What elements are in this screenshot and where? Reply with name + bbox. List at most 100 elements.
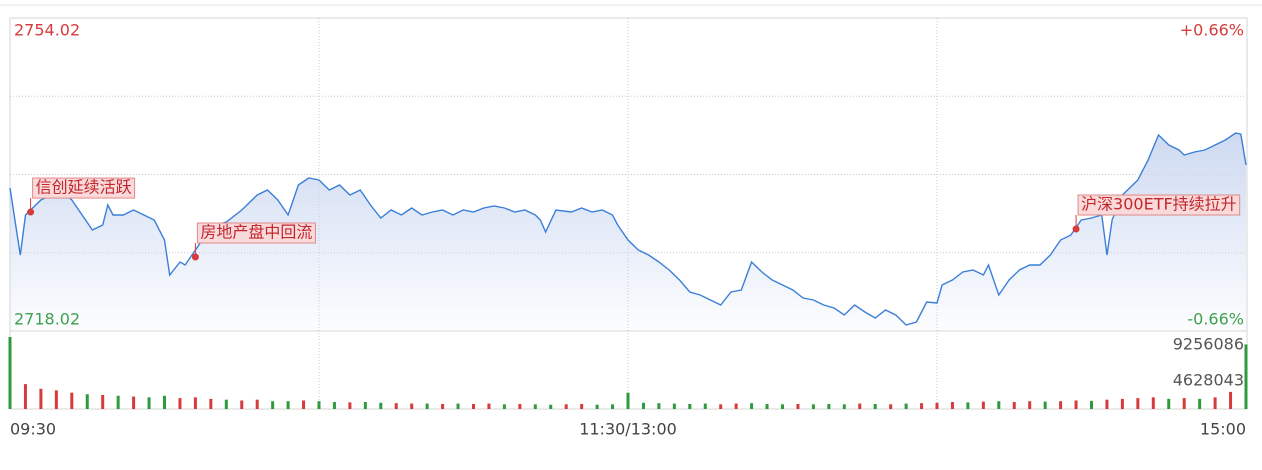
volume-bar (703, 403, 707, 409)
volume-bar (1151, 397, 1155, 409)
volume-bar (116, 395, 120, 409)
volume-bar (842, 404, 846, 409)
volume-bar (224, 399, 228, 409)
volume-bar (935, 402, 939, 409)
volume-bar (611, 404, 615, 409)
annotation-box (196, 222, 316, 244)
annotation-box (32, 177, 136, 199)
annotation-box (1077, 194, 1241, 216)
volume-bar (1213, 397, 1217, 409)
volume-bar (410, 403, 414, 409)
volume-bar (1043, 401, 1047, 409)
volume-bar (827, 403, 831, 409)
volume-bar (641, 402, 645, 409)
volume-bar (379, 402, 383, 409)
y-tick-label: 2754.02 (14, 21, 80, 40)
volume-bar (904, 403, 908, 409)
volume-bar (811, 404, 815, 409)
volume-tick-label: 4628043 (1173, 371, 1244, 390)
volume-bar (1090, 400, 1093, 409)
volume-bar (672, 403, 676, 409)
volume-bar (394, 403, 398, 409)
volume-bar (580, 403, 584, 409)
volume-bar (456, 403, 460, 409)
y2-tick-label: +0.66% (1180, 21, 1244, 40)
volume-bar (549, 404, 553, 409)
volume-bar (1167, 398, 1171, 409)
volume-bar (796, 403, 800, 409)
volume-bar (1105, 399, 1109, 409)
volume-bar (363, 401, 367, 409)
annotation: 信创延续活跃 (27, 177, 136, 216)
volume-bar (950, 401, 954, 409)
volume-bar (193, 397, 197, 409)
volume-bar (1074, 400, 1078, 409)
annotation-text: 房地产盘中回流 (200, 223, 312, 242)
volume-bar (132, 396, 136, 409)
volume-bar (70, 392, 74, 409)
volume-bar (271, 401, 275, 409)
volume-bar (1182, 398, 1186, 409)
volume-bar (39, 388, 43, 409)
volume-bar (286, 401, 290, 409)
volume-bar (966, 402, 970, 409)
volume-bar (1028, 401, 1032, 409)
volume-bar (719, 404, 723, 409)
volume-bar (564, 404, 568, 409)
volume-bar (889, 404, 893, 409)
volume-bar (1244, 344, 1248, 409)
volume-bar (533, 404, 537, 409)
volume-bar (1059, 401, 1063, 409)
volume-bar (302, 400, 306, 409)
volume-bar (147, 397, 151, 409)
volume-bar (1198, 398, 1202, 409)
volume-bar (163, 395, 166, 409)
volume-bar (997, 401, 1001, 409)
volume-bar (518, 403, 522, 409)
volume-bar (502, 404, 506, 409)
volume-bar (981, 401, 985, 409)
volume-bar (85, 394, 89, 409)
volume-bar (332, 401, 336, 409)
volume-bar (1229, 391, 1233, 409)
volume-bar (1120, 398, 1124, 409)
volume-bar (209, 398, 213, 409)
volume-bar (626, 392, 630, 409)
volume-bar (255, 399, 259, 409)
volume-bar (317, 401, 321, 409)
volume-bar (1012, 401, 1016, 409)
volume-tick-label: 9256086 (1173, 335, 1244, 354)
volume-bar (240, 400, 244, 409)
volume-bar (54, 390, 58, 409)
volume-bar (8, 337, 12, 409)
volume-bar (873, 403, 877, 409)
annotation-dot (27, 208, 35, 216)
volume-bar (920, 403, 924, 409)
volume-bar (425, 403, 429, 409)
x-tick-label: 09:30 (10, 420, 56, 439)
volume-bar (23, 384, 27, 409)
price-area (10, 133, 1246, 331)
x-tick-label: 11:30/13:00 (579, 420, 677, 439)
volume-bar (487, 403, 491, 409)
volume-bar (765, 403, 769, 409)
annotation-dot (1072, 225, 1080, 233)
annotation: 房地产盘中回流 (191, 222, 316, 261)
volume-bar (657, 403, 661, 409)
volume-bar (441, 403, 445, 409)
volume-bar (858, 403, 862, 409)
volume-bar (734, 403, 738, 409)
volume-bar (595, 404, 599, 409)
volume-bar (101, 394, 105, 409)
volume-bar (472, 403, 475, 409)
annotation-dot (191, 253, 199, 261)
volume-bar (781, 404, 784, 409)
annotation-text: 沪深300ETF持续拉升 (1081, 195, 1237, 214)
volume-bar (178, 398, 182, 409)
annotation: 沪深300ETF持续拉升 (1072, 194, 1241, 233)
volume-bar (688, 403, 692, 409)
volume-bar (1136, 398, 1140, 409)
x-tick-label: 15:00 (1200, 420, 1246, 439)
volume-bar (750, 403, 754, 409)
